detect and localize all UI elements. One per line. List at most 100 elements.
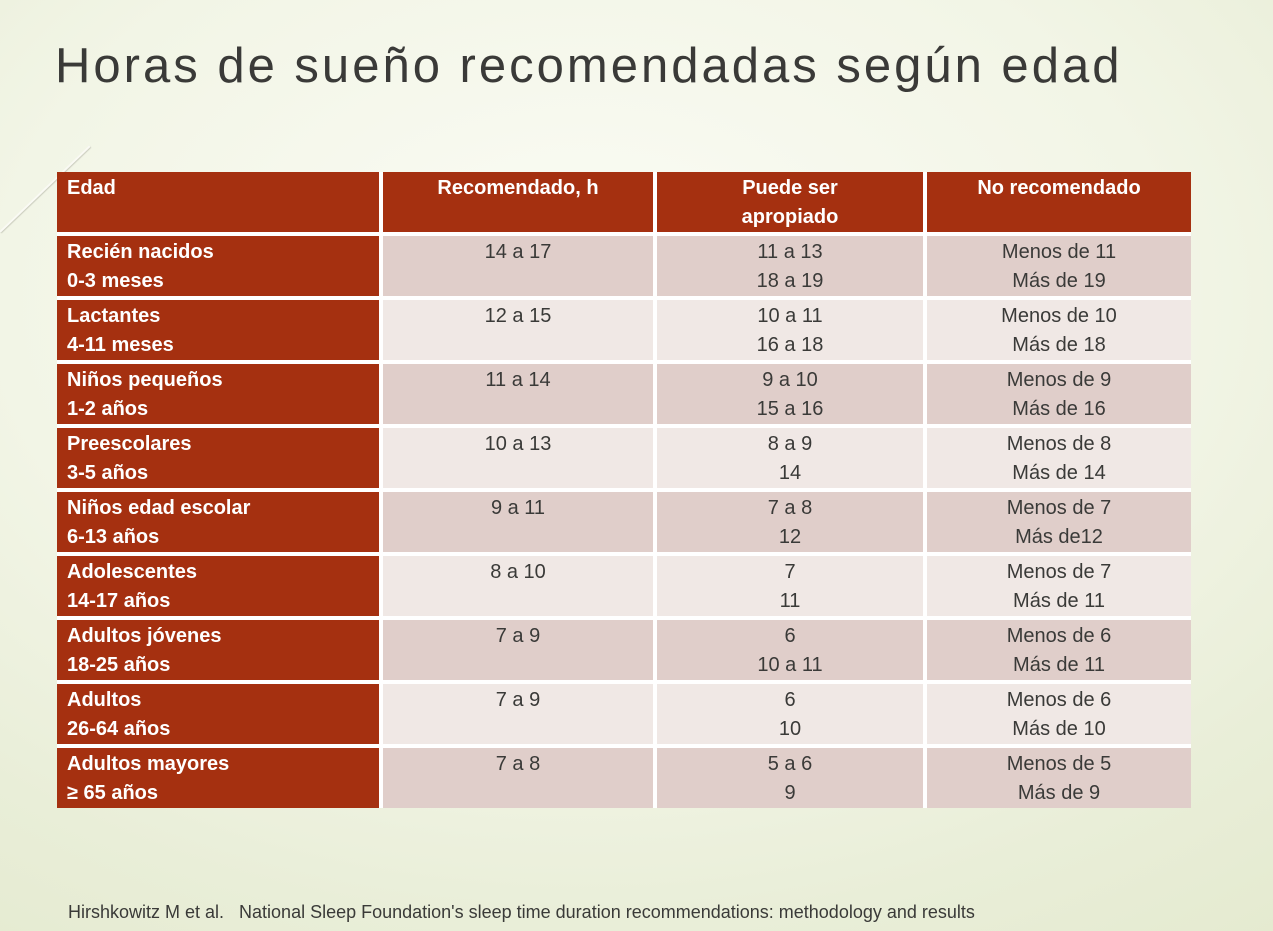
cell-line: 15 a 16	[756, 398, 824, 420]
cell-line: 7 a 8	[767, 497, 813, 519]
cell-line: Menos de 6	[1006, 689, 1112, 711]
cell-line: No recomendado	[977, 177, 1141, 199]
cell-line: 12	[778, 526, 802, 548]
cell-line: Adultos	[67, 689, 142, 711]
cell-line: 18-25 años	[67, 654, 171, 676]
cell-line: 10 a 11	[757, 305, 823, 327]
cell-recomendado: 14 a 17	[383, 236, 653, 296]
cell-line: Adultos jóvenes	[67, 625, 222, 647]
cell-line: 4-11 meses	[67, 334, 174, 356]
cell-line: 18 a 19	[756, 270, 824, 292]
column-header-recomendado: Recomendado, h	[383, 172, 653, 232]
cell-line: Niños pequeños	[67, 369, 223, 391]
cell-line: 10 a 13	[484, 433, 552, 455]
cell-line: 9 a 11	[490, 497, 546, 519]
cell-line: 6	[784, 625, 796, 647]
slide-title: Horas de sueño recomendadas según edad	[55, 39, 1123, 93]
cell-apropiado: 9 a 10 15 a 16	[657, 364, 923, 424]
citation: Hirshkowitz M et al. National Sleep Foun…	[68, 845, 985, 931]
cell-line: 8 a 10	[490, 561, 546, 583]
cell-line: 7 a 9	[495, 689, 541, 711]
column-header-edad: Edad	[57, 172, 379, 232]
cell-no-recomendado: Menos de 5 Más de 9	[927, 748, 1191, 808]
row-header-cell: Niños pequeños 1-2 años	[57, 364, 379, 424]
cell-line: Recomendado, h	[437, 177, 599, 199]
cell-line: 9 a 10	[762, 369, 818, 391]
cell-line: Menos de 7	[1006, 497, 1112, 519]
cell-line: Edad	[67, 177, 116, 199]
cell-line: Recién nacidos	[67, 241, 214, 263]
cell-recomendado: 12 a 15	[383, 300, 653, 360]
cell-line: Más de 14	[1012, 462, 1106, 484]
cell-no-recomendado: Menos de 6 Más de 11	[927, 620, 1191, 680]
citation-line-1: Hirshkowitz M et al. National Sleep Foun…	[68, 902, 975, 922]
cell-line: Niños edad escolar	[67, 497, 251, 519]
cell-recomendado: 8 a 10	[383, 556, 653, 616]
cell-line: Menos de 5	[1006, 753, 1112, 775]
row-header-cell: Adolescentes 14-17 años	[57, 556, 379, 616]
cell-line: 16 a 18	[756, 334, 824, 356]
cell-recomendado: 9 a 11	[383, 492, 653, 552]
row-header-cell: Adultos jóvenes 18-25 años	[57, 620, 379, 680]
cell-line: ≥ 65 años	[67, 782, 159, 804]
row-header-cell: Niños edad escolar 6-13 años	[57, 492, 379, 552]
cell-line: 3-5 años	[67, 462, 149, 484]
cell-line: 8 a 9	[767, 433, 813, 455]
cell-line: 1-2 años	[67, 398, 149, 420]
row-header-cell: Preescolares 3-5 años	[57, 428, 379, 488]
cell-line: apropiado	[741, 206, 839, 228]
cell-line: Adolescentes	[67, 561, 198, 583]
cell-no-recomendado: Menos de 10 Más de 18	[927, 300, 1191, 360]
cell-apropiado: 11 a 13 18 a 19	[657, 236, 923, 296]
cell-line: 6-13 años	[67, 526, 160, 548]
cell-apropiado: 7 a 8 12	[657, 492, 923, 552]
cell-line: 7 a 8	[495, 753, 541, 775]
cell-line: 7	[784, 561, 796, 583]
cell-no-recomendado: Menos de 8 Más de 14	[927, 428, 1191, 488]
cell-line: 6	[784, 689, 796, 711]
cell-line: Menos de 6	[1006, 625, 1112, 647]
cell-line: Menos de 8	[1006, 433, 1112, 455]
cell-apropiado: 7 11	[657, 556, 923, 616]
cell-line: Menos de 9	[1006, 369, 1112, 391]
row-header-cell: Recién nacidos 0-3 meses	[57, 236, 379, 296]
cell-line: 10 a 11	[757, 654, 823, 676]
cell-line: Adultos mayores	[67, 753, 230, 775]
cell-line: Más de 9	[1017, 782, 1101, 804]
sleep-table: Edad Recomendado, h Puede ser apropiado No r…	[57, 172, 1191, 808]
cell-no-recomendado: Menos de 7 Más de 11	[927, 556, 1191, 616]
cell-line: Puede ser	[742, 177, 838, 199]
cell-apropiado: 5 a 6 9	[657, 748, 923, 808]
cell-recomendado: 7 a 9	[383, 684, 653, 744]
cell-line: Menos de 7	[1006, 561, 1112, 583]
cell-line: 11	[779, 590, 801, 612]
column-header-puede-ser-apropiado: Puede ser apropiado	[657, 172, 923, 232]
cell-line: Más de 10	[1012, 718, 1106, 740]
cell-line: Más de 11	[1013, 654, 1105, 676]
cell-line: Más de 11	[1013, 590, 1105, 612]
cell-recomendado: 10 a 13	[383, 428, 653, 488]
cell-no-recomendado: Menos de 7 Más de12	[927, 492, 1191, 552]
cell-line: 12 a 15	[484, 305, 552, 327]
cell-line: Más de12	[1015, 526, 1103, 548]
cell-line: 7 a 9	[495, 625, 541, 647]
cell-recomendado: 11 a 14	[383, 364, 653, 424]
cell-apropiado: 8 a 9 14	[657, 428, 923, 488]
cell-apropiado: 6 10	[657, 684, 923, 744]
cell-line: Lactantes	[67, 305, 161, 327]
cell-recomendado: 7 a 8	[383, 748, 653, 808]
cell-line: 5 a 6	[767, 753, 813, 775]
cell-line: 14-17 años	[67, 590, 171, 612]
cell-line: 14 a 17	[484, 241, 552, 263]
cell-line: Más de 16	[1012, 398, 1106, 420]
cell-line: 10	[778, 718, 802, 740]
cell-line: Menos de 11	[1001, 241, 1117, 263]
cell-line: 26-64 años	[67, 718, 171, 740]
cell-line: Más de 19	[1012, 270, 1106, 292]
row-header-cell: Adultos mayores ≥ 65 años	[57, 748, 379, 808]
column-header-no-recomendado: No recomendado	[927, 172, 1191, 232]
cell-apropiado: 6 10 a 11	[657, 620, 923, 680]
row-header-cell: Lactantes 4-11 meses	[57, 300, 379, 360]
row-header-cell: Adultos 26-64 años	[57, 684, 379, 744]
